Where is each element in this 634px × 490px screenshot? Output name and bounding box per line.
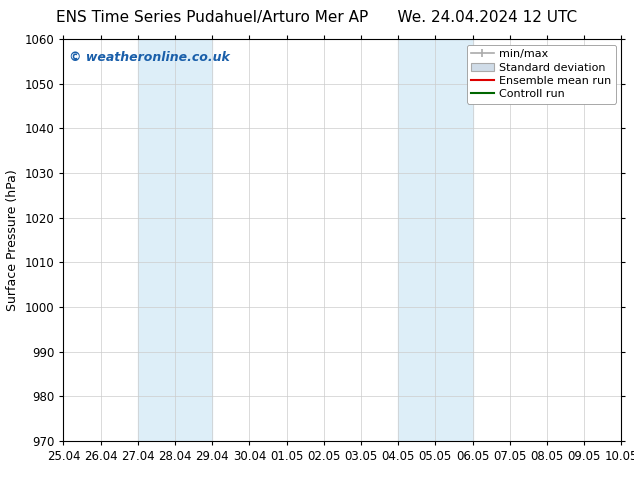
Bar [398,39,472,441]
Text: © weatheronline.co.uk: © weatheronline.co.uk [69,51,230,64]
Y-axis label: Surface Pressure (hPa): Surface Pressure (hPa) [6,169,19,311]
Legend: min/max, Standard deviation, Ensemble mean run, Controll run: min/max, Standard deviation, Ensemble me… [467,45,616,104]
Text: ENS Time Series Pudahuel/Arturo Mer AP      We. 24.04.2024 12 UTC: ENS Time Series Pudahuel/Arturo Mer AP W… [56,10,578,25]
Bar [138,39,212,441]
